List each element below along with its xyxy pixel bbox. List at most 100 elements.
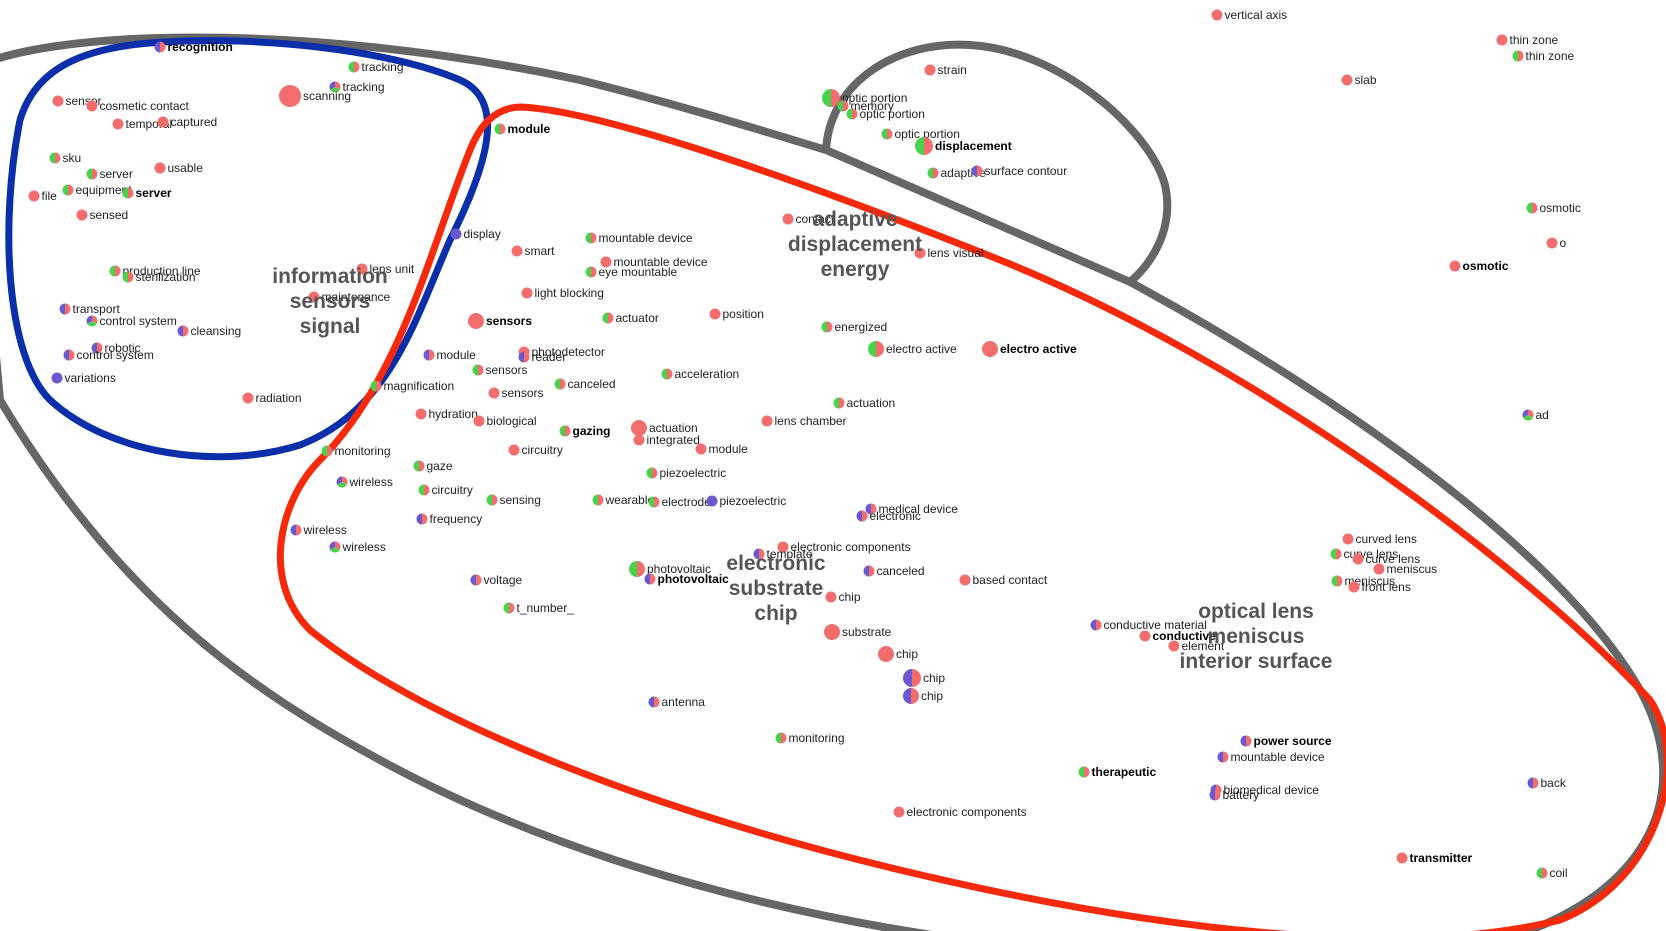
graph-node[interactable]: t_number_ xyxy=(504,601,575,615)
graph-node[interactable]: wireless xyxy=(330,540,386,554)
graph-node[interactable]: equipment xyxy=(63,183,133,197)
node-dot xyxy=(1212,10,1223,21)
graph-node[interactable]: circuitry xyxy=(419,483,473,497)
graph-node[interactable]: sensors xyxy=(473,363,528,377)
graph-node[interactable]: gaze xyxy=(414,459,453,473)
graph-node[interactable]: eye mountable xyxy=(586,265,678,279)
node-label: cleansing xyxy=(191,324,242,338)
graph-node[interactable]: radiation xyxy=(243,391,302,405)
graph-node[interactable]: substrate xyxy=(824,624,892,640)
graph-node[interactable]: wireless xyxy=(337,475,393,489)
graph-node[interactable]: thin zone xyxy=(1497,33,1559,47)
graph-node[interactable]: control system xyxy=(87,314,177,328)
graph-node[interactable]: slab xyxy=(1342,73,1377,87)
graph-node[interactable]: file xyxy=(29,189,58,203)
graph-node[interactable]: electro active xyxy=(982,341,1077,357)
graph-node[interactable]: usable xyxy=(155,161,204,175)
graph-node[interactable]: chip xyxy=(878,646,918,662)
graph-node[interactable]: actuator xyxy=(603,311,659,325)
graph-node[interactable]: wearable xyxy=(593,493,655,507)
graph-node[interactable]: osmotic xyxy=(1450,259,1509,273)
graph-node[interactable]: tracking xyxy=(349,60,404,74)
graph-node[interactable]: lens chamber xyxy=(762,414,847,428)
node-label: photovoltaic xyxy=(658,572,730,586)
graph-node[interactable]: antenna xyxy=(649,695,706,709)
graph-node[interactable]: voltage xyxy=(471,573,523,587)
node-dot-slice xyxy=(565,426,571,437)
graph-node[interactable]: chip xyxy=(903,669,945,687)
graph-node[interactable]: monitoring xyxy=(776,731,845,745)
graph-node[interactable]: scanning xyxy=(279,85,351,107)
graph-node[interactable]: ad xyxy=(1523,408,1549,422)
graph-node[interactable]: light blocking xyxy=(522,286,604,300)
graph-node[interactable]: smart xyxy=(512,244,556,258)
graph-node[interactable]: therapeutic xyxy=(1079,765,1157,779)
graph-node[interactable]: back xyxy=(1528,776,1567,790)
graph-node[interactable]: electro active xyxy=(868,341,957,357)
graph-node[interactable]: cleansing xyxy=(178,324,242,338)
graph-node[interactable]: sensed xyxy=(77,208,129,222)
node-dot xyxy=(696,444,707,455)
graph-node[interactable]: transmitter xyxy=(1397,851,1473,865)
graph-node[interactable]: biological xyxy=(474,414,537,428)
node-dot xyxy=(960,575,971,586)
graph-node[interactable]: displacement xyxy=(915,137,1012,155)
graph-node[interactable]: module xyxy=(696,442,749,456)
graph-node[interactable]: curved lens xyxy=(1343,532,1417,546)
graph-node[interactable]: mountable device xyxy=(1218,750,1325,764)
graph-node[interactable]: photovoltaic xyxy=(645,572,730,586)
graph-node[interactable]: canceled xyxy=(864,564,925,578)
node-dot-slice xyxy=(649,697,655,708)
graph-node[interactable]: control system xyxy=(64,348,154,362)
graph-node[interactable]: position xyxy=(710,307,764,321)
graph-node[interactable]: sensors xyxy=(468,313,532,329)
graph-node[interactable]: actuation xyxy=(834,396,896,410)
graph-node[interactable]: sku xyxy=(50,151,82,165)
node-label: sterilization xyxy=(136,270,196,284)
graph-node[interactable]: mountable device xyxy=(586,231,693,245)
graph-node[interactable]: vertical axis xyxy=(1212,8,1288,22)
graph-node[interactable]: lens visual xyxy=(915,246,984,260)
graph-node[interactable]: thin zone xyxy=(1513,49,1575,63)
graph-node[interactable]: circuitry xyxy=(509,443,563,457)
graph-node[interactable]: gazing xyxy=(560,424,611,438)
graph-node[interactable]: chip xyxy=(903,688,943,704)
graph-node[interactable]: piezoelectric xyxy=(707,494,787,508)
graph-node[interactable]: canceled xyxy=(555,377,616,391)
node-label: position xyxy=(723,307,764,321)
graph-node[interactable]: acceleration xyxy=(662,367,740,381)
graph-node[interactable]: server xyxy=(87,167,133,181)
graph-node[interactable]: energized xyxy=(822,320,888,334)
cluster-keyword: electronic xyxy=(726,552,826,575)
graph-node[interactable]: o xyxy=(1547,236,1567,250)
graph-node[interactable]: chip xyxy=(826,590,861,604)
graph-node[interactable]: strain xyxy=(925,63,967,77)
graph-node[interactable]: wireless xyxy=(291,523,347,537)
graph-node[interactable]: hydration xyxy=(416,407,478,421)
graph-node[interactable]: battery xyxy=(1210,788,1260,802)
graph-node[interactable]: display xyxy=(451,227,501,241)
node-label: sensors xyxy=(486,314,532,328)
graph-node[interactable]: sensing xyxy=(487,493,541,507)
graph-node[interactable]: coil xyxy=(1537,866,1568,880)
graph-node[interactable]: power source xyxy=(1241,734,1332,748)
node-label: electro active xyxy=(886,342,957,356)
graph-node[interactable]: module xyxy=(495,122,551,136)
graph-node[interactable]: surface contour xyxy=(972,164,1068,178)
node-dot-slice xyxy=(827,322,833,333)
graph-node[interactable]: reader xyxy=(519,350,567,364)
graph-node[interactable]: server xyxy=(123,186,172,200)
graph-node[interactable]: osmotic xyxy=(1527,201,1581,215)
graph-node[interactable]: variations xyxy=(52,371,116,385)
node-label: radiation xyxy=(256,391,302,405)
graph-node[interactable]: based contact xyxy=(960,573,1048,587)
graph-node[interactable]: piezoelectric xyxy=(647,466,727,480)
graph-node[interactable]: electronic components xyxy=(894,805,1027,819)
graph-node[interactable]: module xyxy=(424,348,477,362)
graph-node[interactable]: frequency xyxy=(417,512,483,526)
graph-node[interactable]: cosmetic contact xyxy=(87,99,190,113)
graph-node[interactable]: magnification xyxy=(371,379,455,393)
graph-node[interactable]: integrated xyxy=(634,433,700,447)
graph-node[interactable]: electrode xyxy=(649,495,712,509)
graph-node[interactable]: sensors xyxy=(489,386,544,400)
